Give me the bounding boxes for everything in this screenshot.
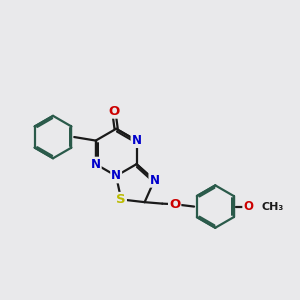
Text: O: O [243,200,253,213]
Text: N: N [131,134,142,147]
Text: O: O [169,198,180,211]
Text: O: O [108,105,119,118]
Text: S: S [116,193,126,206]
Text: N: N [111,169,121,182]
Text: N: N [149,174,159,187]
Text: N: N [91,158,101,171]
Text: CH₃: CH₃ [261,202,284,212]
